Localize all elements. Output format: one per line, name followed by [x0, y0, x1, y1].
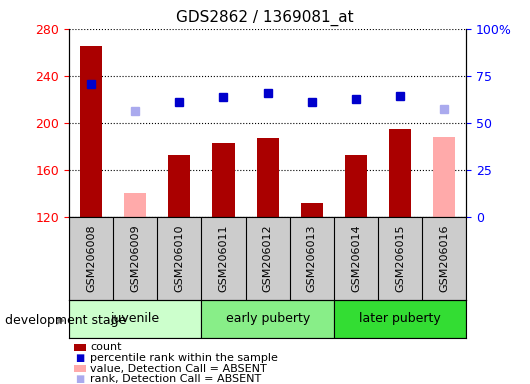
Text: count: count	[90, 342, 121, 352]
Text: percentile rank within the sample: percentile rank within the sample	[90, 353, 278, 363]
Text: ■: ■	[75, 353, 84, 363]
Bar	[124, 194, 146, 217]
Text: GSM206015: GSM206015	[395, 225, 405, 292]
Bar	[345, 155, 367, 217]
Text: GSM206011: GSM206011	[218, 225, 228, 292]
Bar	[334, 300, 466, 338]
Text: GDS2862 / 1369081_at: GDS2862 / 1369081_at	[176, 10, 354, 26]
Text: GSM206010: GSM206010	[174, 225, 184, 292]
Text: value, Detection Call = ABSENT: value, Detection Call = ABSENT	[90, 364, 267, 374]
Text: GSM206008: GSM206008	[86, 224, 96, 292]
Bar	[389, 129, 411, 217]
Text: GSM206009: GSM206009	[130, 224, 140, 292]
Text: early puberty: early puberty	[226, 312, 310, 325]
Text: GSM206013: GSM206013	[307, 225, 317, 292]
Bar	[434, 137, 455, 217]
Text: later puberty: later puberty	[359, 312, 441, 325]
Text: ■: ■	[75, 374, 84, 384]
Bar	[213, 143, 234, 217]
Bar	[69, 300, 201, 338]
Bar	[301, 203, 323, 217]
Text: GSM206012: GSM206012	[263, 224, 272, 292]
Bar	[80, 46, 102, 217]
Text: GSM206014: GSM206014	[351, 224, 361, 292]
Text: juvenile: juvenile	[111, 312, 160, 325]
Text: GSM206016: GSM206016	[439, 225, 449, 292]
Bar	[168, 155, 190, 217]
Bar	[201, 300, 334, 338]
Text: development stage: development stage	[5, 314, 127, 327]
Text: rank, Detection Call = ABSENT: rank, Detection Call = ABSENT	[90, 374, 261, 384]
Bar	[257, 138, 279, 217]
